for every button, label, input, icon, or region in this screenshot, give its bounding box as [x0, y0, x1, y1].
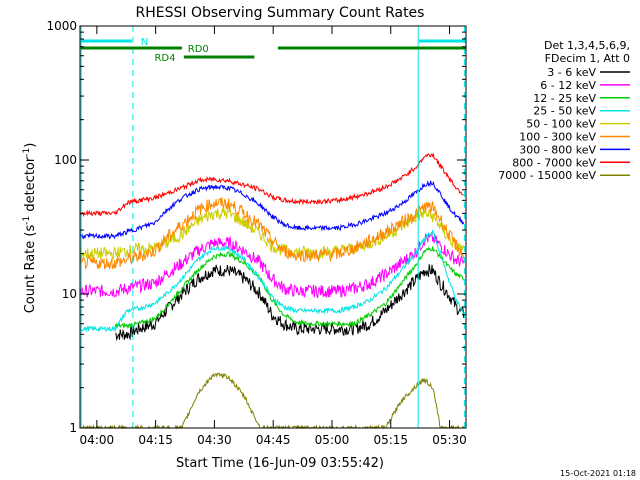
night-bar-label: N [141, 37, 148, 48]
legend-label: 3 - 6 keV [547, 66, 596, 79]
rd4-bar-label: RD4 [154, 53, 175, 64]
x-tick-label: 04:00 [80, 433, 115, 447]
series-line-25-50-kev [79, 229, 464, 333]
x-tick-label: 04:30 [197, 433, 232, 447]
x-tick-label: 05:00 [315, 433, 350, 447]
series-line-100-300-kev [79, 197, 465, 270]
legend-header-1: Det 1,3,4,5,6,9, [544, 39, 630, 52]
chart-title: RHESSI Observing Summary Count Rates [136, 5, 425, 21]
legend-label: 12 - 25 keV [533, 92, 596, 105]
series-line-300-800-kev [79, 180, 465, 240]
y-axis-label-mid: detector [23, 156, 38, 216]
y-axis-label: Count Rate (s-1 detector-1) [22, 143, 38, 314]
x-tick-label: 04:15 [138, 433, 173, 447]
x-axis-label: Start Time (16-Jun-09 03:55:42) [176, 456, 384, 471]
y-axis-label-end: ) [23, 143, 38, 148]
axis-layer: 04:00 04:15 04:30 04:45 05:00 05:15 05:30 1 10 10… [46, 19, 466, 447]
series-line-12-25-kev [114, 246, 465, 330]
y-tick-label: 10 [62, 287, 77, 301]
legend-label: 800 - 7000 keV [512, 156, 596, 169]
x-tick-label: 05:15 [373, 433, 408, 447]
y-axis-label-sup2: -1 [22, 148, 32, 157]
y-tick-label: 100 [54, 153, 77, 167]
x-tick-label: 04:45 [256, 433, 291, 447]
series-line-3-6-kev [114, 264, 465, 342]
legend-label: 25 - 50 keV [533, 105, 596, 118]
y-axis-label-main: Count Rate (s [23, 225, 38, 314]
x-tick-label: 05:30 [432, 433, 467, 447]
legend-label: 100 - 300 keV [519, 131, 596, 144]
legend-label: 50 - 100 keV [526, 118, 596, 131]
series-line-800-7000-kev [79, 152, 464, 218]
y-tick-label: 1 [69, 421, 77, 435]
generation-timestamp: 15-Oct-2021 01:18 [560, 469, 636, 478]
series-line-6-12-kev [79, 232, 465, 299]
legend: Det 1,3,4,5,6,9, FDecim 1, Att 0 3 - 6 k… [498, 39, 630, 182]
legend-header-2: FDecim 1, Att 0 [545, 52, 630, 65]
rd0-bar-label: RD0 [188, 44, 209, 55]
legend-label: 6 - 12 keV [540, 79, 596, 92]
y-axis-label-sup1: -1 [22, 216, 32, 225]
overlay-layer: N RD0 RD4 [80, 26, 466, 428]
legend-label: 7000 - 15000 keV [498, 169, 596, 182]
y-tick-label: 1000 [46, 19, 77, 33]
legend-label: 300 - 800 keV [519, 143, 596, 156]
